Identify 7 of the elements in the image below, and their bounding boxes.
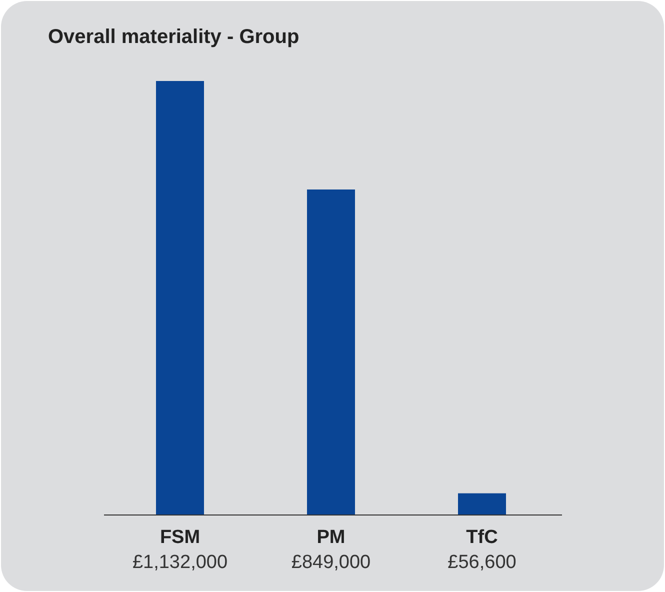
x-tick-label: FSM — [160, 527, 200, 548]
data-label: £56,600 — [448, 552, 516, 573]
chart-title: Overall materiality - Group — [48, 26, 300, 48]
data-label: £1,132,000 — [132, 552, 228, 573]
x-tick-label: PM — [316, 527, 346, 548]
data-label: £849,000 — [291, 552, 371, 573]
x-tick-label: TfC — [466, 527, 498, 548]
